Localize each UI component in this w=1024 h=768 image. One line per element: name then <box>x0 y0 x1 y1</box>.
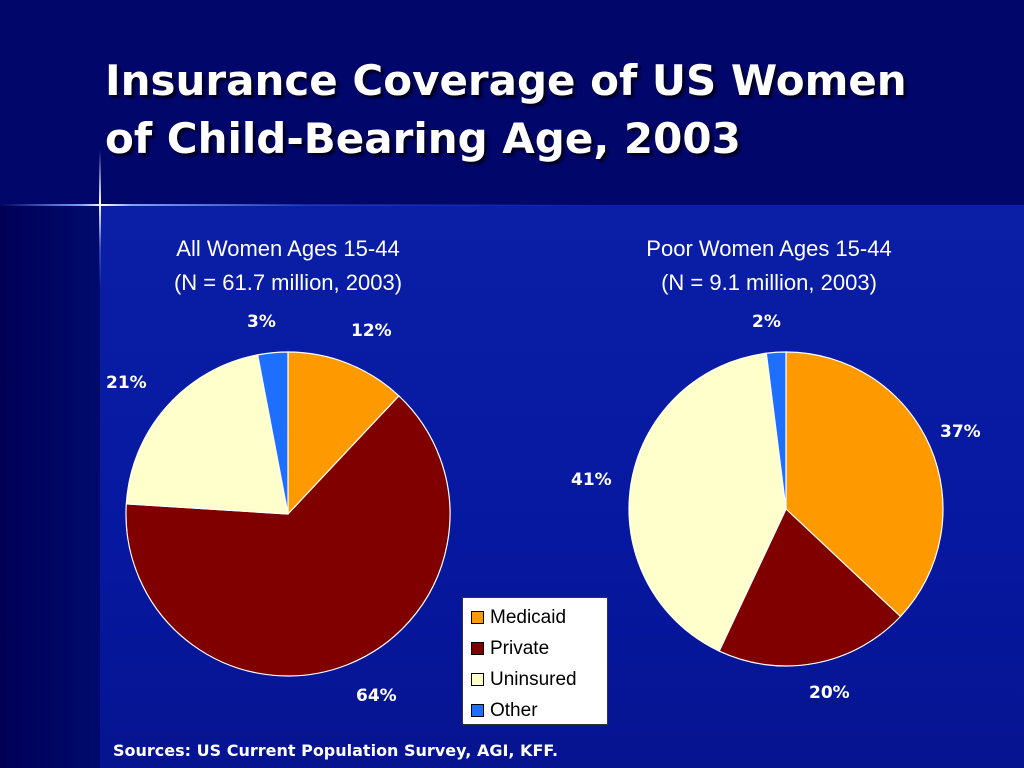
vertical-accent-line <box>99 150 101 290</box>
chart-title-all-women-line-2: (N = 61.7 million, 2003) <box>173 270 403 295</box>
pie1-slice-uninsured <box>125 354 289 515</box>
slide-title-line-2: of Child-Bearing Age, 2003 <box>105 114 741 163</box>
horizontal-accent-line <box>0 204 1024 206</box>
legend-swatch-medicaid <box>471 611 484 624</box>
pie1-slice-medicaid <box>287 351 400 516</box>
chart-title-all-women-line-1: All Women Ages 15-44 <box>176 236 400 261</box>
legend-swatch-private <box>471 642 484 655</box>
chart-title-all-women: All Women Ages 15-44 (N = 61.7 million, … <box>121 232 455 300</box>
pie1-label-private: 64% <box>356 686 397 706</box>
legend-item-other: Other <box>471 695 607 726</box>
legend-label-medicaid: Medicaid <box>490 606 567 628</box>
slide-title: Insurance Coverage of US Women of Child-… <box>105 52 907 168</box>
legend-label-other: Other <box>490 699 538 721</box>
chart-title-poor-women-line-2: (N = 9.1 million, 2003) <box>661 270 877 295</box>
pie1-label-uninsured: 21% <box>106 373 147 393</box>
pie2-slice-private <box>718 507 902 667</box>
chart-title-poor-women: Poor Women Ages 15-44 (N = 9.1 million, … <box>595 232 943 300</box>
pie1-label-medicaid: 12% <box>351 321 392 341</box>
pie2-slice-uninsured <box>628 352 787 652</box>
legend-item-private: Private <box>471 633 607 664</box>
pie2-label-uninsured: 41% <box>571 470 612 490</box>
legend-swatch-uninsured <box>471 673 484 686</box>
legend-item-uninsured: Uninsured <box>471 664 607 695</box>
pie1-label-other: 3% <box>247 312 276 332</box>
pie2-label-medicaid: 37% <box>940 422 981 442</box>
legend-label-uninsured: Uninsured <box>490 668 577 690</box>
left-band <box>0 205 100 768</box>
pie1-slice-other <box>256 351 289 515</box>
legend-label-private: Private <box>490 637 550 659</box>
sources-note: Sources: US Current Population Survey, A… <box>113 741 559 760</box>
chart-legend: Medicaid Private Uninsured Other <box>462 597 608 725</box>
legend-item-medicaid: Medicaid <box>471 602 607 633</box>
pie2-label-private: 20% <box>809 683 850 703</box>
chart-title-poor-women-line-1: Poor Women Ages 15-44 <box>646 236 892 261</box>
pie2-slice-other <box>765 351 787 510</box>
header-background <box>0 0 1024 205</box>
pie1-slice-private <box>125 395 451 677</box>
pie2-slice-medicaid <box>785 351 944 618</box>
pie2-label-other: 2% <box>752 312 781 332</box>
slide-title-line-1: Insurance Coverage of US Women <box>105 56 907 105</box>
legend-swatch-other <box>471 704 484 717</box>
